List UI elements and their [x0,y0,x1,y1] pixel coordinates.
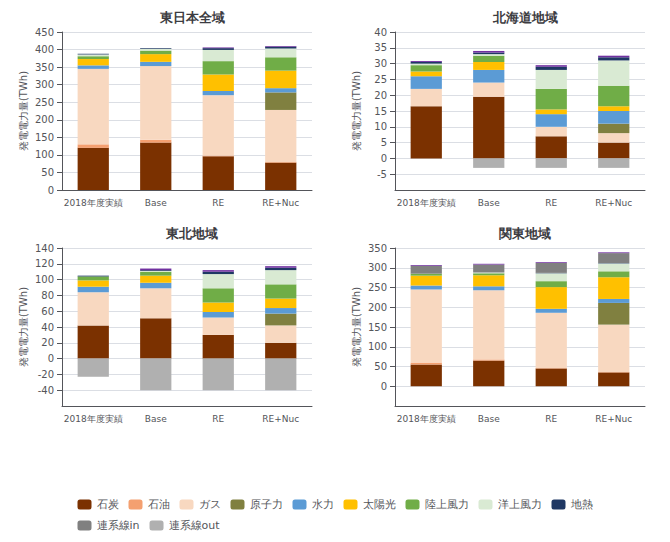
svg-text:30: 30 [374,58,387,69]
svg-text:-40: -40 [38,385,54,396]
svg-text:陸上風力: 陸上風力 [425,498,469,511]
svg-text:150: 150 [368,322,387,333]
svg-text:RE: RE [212,198,224,208]
svg-text:東日本全域: 東日本全域 [159,10,225,25]
svg-text:-5: -5 [377,169,387,180]
svg-text:10: 10 [374,121,387,132]
svg-text:0: 0 [48,353,54,364]
svg-text:水力: 水力 [312,498,334,511]
svg-text:140: 140 [35,243,54,254]
svg-text:東北地域: 東北地域 [165,226,218,241]
svg-text:35: 35 [374,42,387,53]
svg-text:20: 20 [374,90,387,101]
svg-text:50: 50 [41,167,54,178]
svg-text:発電電力量(TWh): 発電電力量(TWh) [351,71,362,151]
svg-text:40: 40 [374,27,387,38]
svg-text:50: 50 [374,361,387,372]
svg-text:2018年度実績: 2018年度実績 [64,198,123,208]
svg-text:北海道地域: 北海道地域 [492,10,558,25]
svg-text:RE: RE [212,414,224,424]
svg-text:25: 25 [374,74,387,85]
svg-text:発電電力量(TWh): 発電電力量(TWh) [18,287,29,367]
svg-text:-20: -20 [38,369,54,380]
svg-text:RE: RE [545,414,557,424]
svg-text:0: 0 [381,381,387,392]
svg-text:5: 5 [381,137,387,148]
svg-text:100: 100 [35,149,54,160]
svg-text:40: 40 [41,322,54,333]
svg-text:0: 0 [381,153,387,164]
svg-text:地熱: 地熱 [570,498,593,511]
svg-text:100: 100 [35,274,54,285]
svg-text:発電電力量(TWh): 発電電力量(TWh) [351,287,362,367]
svg-text:原子力: 原子力 [250,498,283,511]
svg-text:ガス: ガス [199,498,221,511]
svg-text:RE+Nuc: RE+Nuc [595,198,632,208]
svg-text:石炭: 石炭 [97,498,119,511]
svg-text:200: 200 [368,302,387,313]
svg-text:80: 80 [41,290,54,301]
svg-text:100: 100 [368,341,387,352]
svg-text:発電電力量(TWh): 発電電力量(TWh) [18,71,29,151]
svg-text:400: 400 [35,44,54,55]
svg-text:Base: Base [145,198,167,208]
svg-text:2018年度実績: 2018年度実績 [397,414,456,424]
svg-text:連系線out: 連系線out [169,519,221,532]
svg-text:200: 200 [35,114,54,125]
svg-text:Base: Base [478,198,500,208]
svg-text:関東地域: 関東地域 [499,226,551,241]
svg-text:2018年度実績: 2018年度実績 [64,414,123,424]
svg-text:RE+Nuc: RE+Nuc [262,198,299,208]
svg-text:350: 350 [35,62,54,73]
svg-text:Base: Base [478,414,500,424]
svg-text:Base: Base [145,414,167,424]
svg-text:石油: 石油 [148,498,170,511]
svg-text:太陽光: 太陽光 [363,498,396,511]
svg-text:450: 450 [35,27,54,38]
svg-text:RE: RE [545,198,557,208]
svg-text:250: 250 [368,282,387,293]
svg-text:0: 0 [48,185,54,196]
svg-text:連系線in: 連系線in [97,519,140,532]
svg-text:20: 20 [41,337,54,348]
svg-text:300: 300 [35,79,54,90]
svg-text:120: 120 [35,258,54,269]
svg-text:60: 60 [41,306,54,317]
svg-text:300: 300 [368,262,387,273]
svg-text:150: 150 [35,132,54,143]
svg-text:RE+Nuc: RE+Nuc [262,414,299,424]
svg-text:15: 15 [374,106,387,117]
svg-text:RE+Nuc: RE+Nuc [595,414,632,424]
svg-text:350: 350 [368,243,387,254]
svg-text:250: 250 [35,97,54,108]
svg-text:2018年度実績: 2018年度実績 [397,198,456,208]
svg-text:洋上風力: 洋上風力 [498,498,542,511]
